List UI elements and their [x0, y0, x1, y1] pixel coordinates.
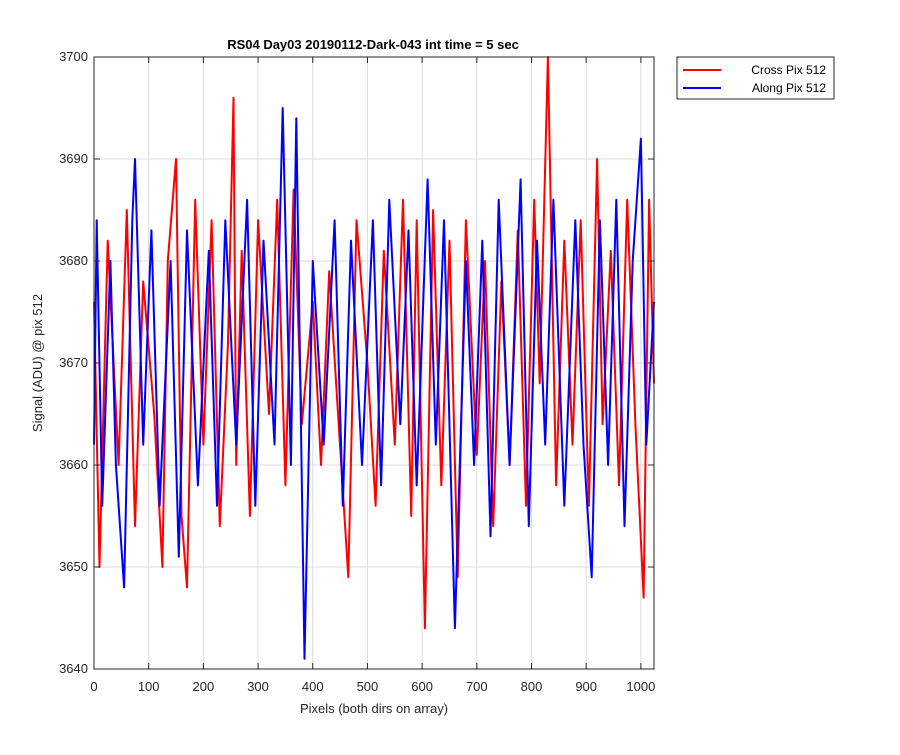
- x-tick-label: 600: [411, 679, 433, 694]
- chart-title: RS04 Day03 20190112-Dark-043 int time = …: [227, 37, 519, 52]
- x-tick-label: 300: [247, 679, 269, 694]
- legend-label-cross: Cross Pix 512: [751, 63, 826, 77]
- y-tick-label: 3640: [59, 661, 88, 676]
- legend-label-along: Along Pix 512: [752, 81, 826, 95]
- x-tick-label: 500: [357, 679, 379, 694]
- y-tick-label: 3660: [59, 457, 88, 472]
- x-tick-label: 100: [138, 679, 160, 694]
- x-tick-label: 400: [302, 679, 324, 694]
- y-tick-label: 3700: [59, 49, 88, 64]
- axis-ticks: 0 100 200 300 400 500 600 700 800 900 1000 3640 3650…: [59, 49, 655, 694]
- x-axis-label: Pixels (both dirs on array): [300, 701, 448, 716]
- x-tick-label: 1000: [626, 679, 655, 694]
- y-tick-label: 3650: [59, 559, 88, 574]
- y-axis-label: Signal (ADU) @ pix 512: [30, 294, 45, 432]
- x-tick-label: 900: [575, 679, 597, 694]
- y-tick-label: 3670: [59, 355, 88, 370]
- series-line-along-pix-512: [93, 107, 655, 660]
- y-tick-label: 3680: [59, 253, 88, 268]
- x-tick-label: 0: [90, 679, 97, 694]
- y-tick-label: 3690: [59, 151, 88, 166]
- series-line-cross-pix-512: [93, 56, 655, 630]
- legend-box: [676, 56, 835, 100]
- x-tick-label: 200: [193, 679, 215, 694]
- x-tick-label: 800: [521, 679, 543, 694]
- x-tick-label: 700: [466, 679, 488, 694]
- series-layer: [93, 56, 655, 660]
- legend[interactable]: Cross Pix 512 Along Pix 512: [676, 56, 835, 100]
